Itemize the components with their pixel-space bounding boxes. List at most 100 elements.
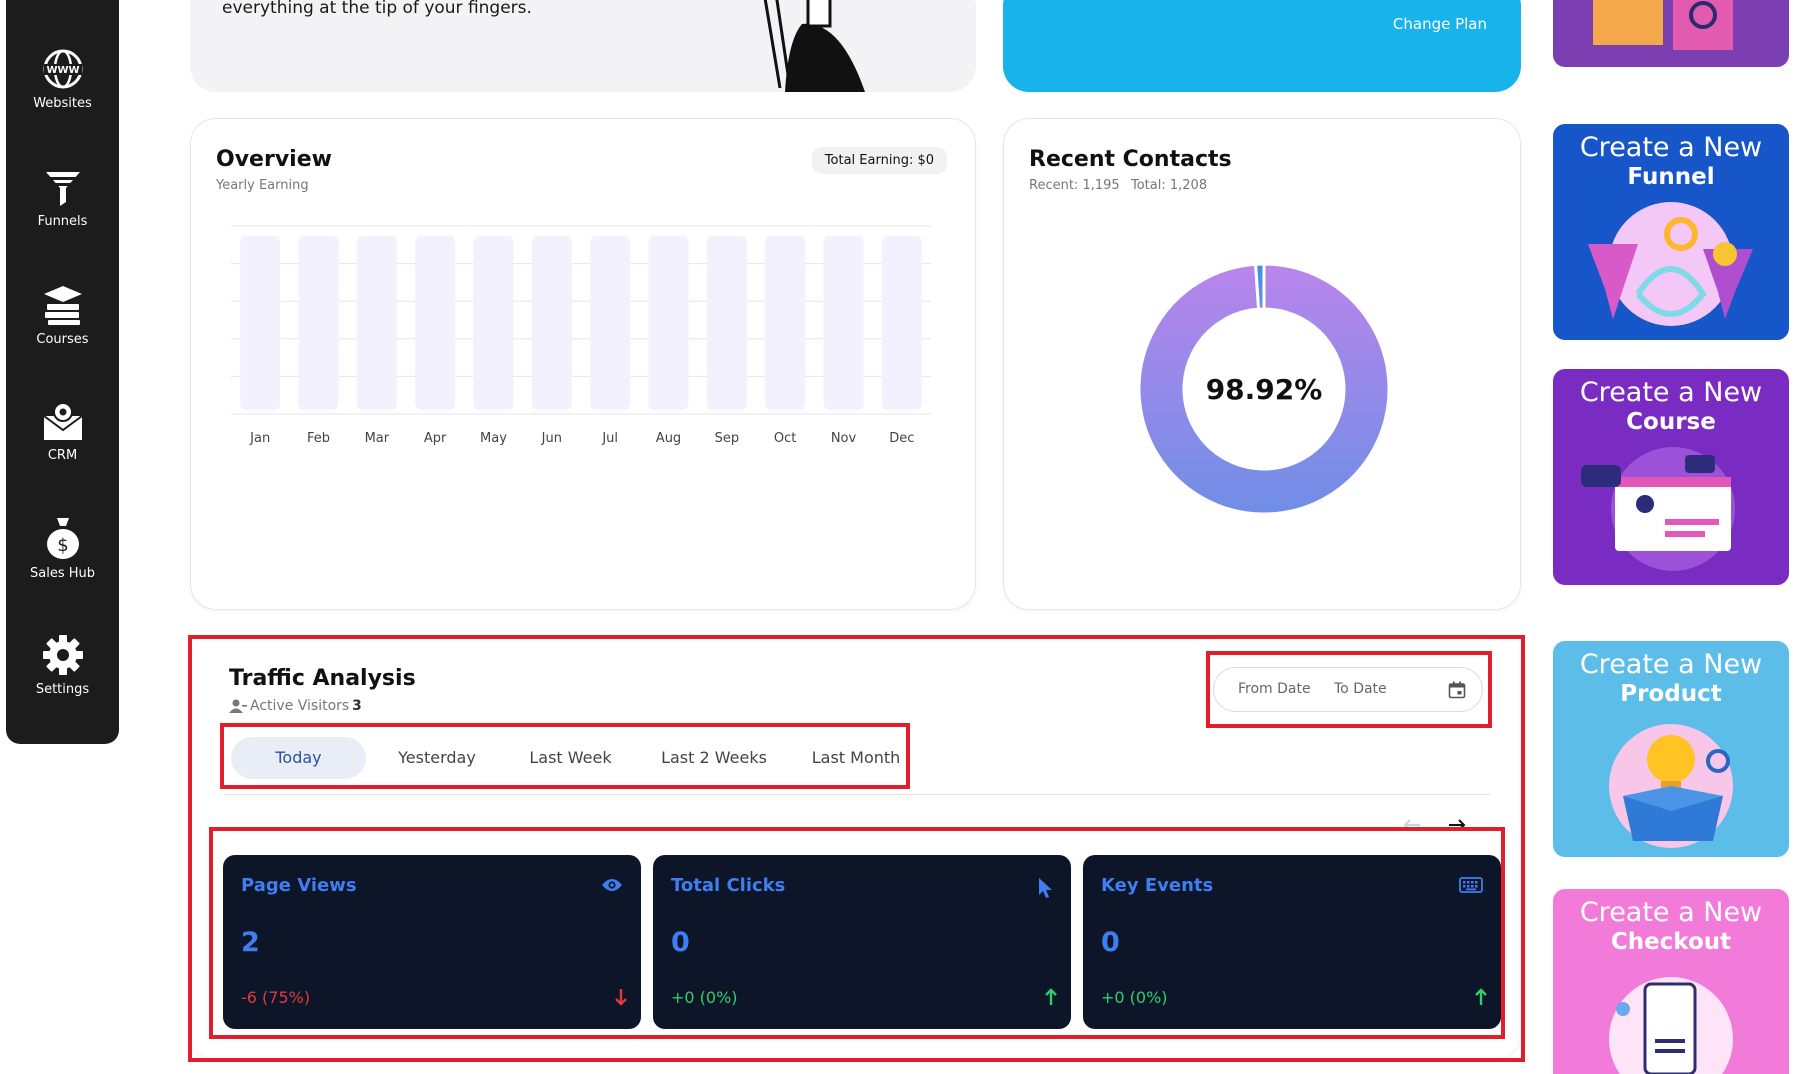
stat-delta: +0 (0%) — [671, 988, 738, 1007]
tab-yesterday[interactable]: Yesterday — [398, 748, 476, 767]
tab-last-2-weeks[interactable]: Last 2 Weeks — [661, 748, 767, 767]
recent-count: Recent: 1,195 — [1029, 178, 1120, 193]
sidebar-item-crm[interactable]: CRM — [6, 400, 119, 463]
keyboard-icon — [1459, 877, 1483, 893]
bar-track-jan — [240, 236, 281, 410]
calendar-icon[interactable] — [1448, 681, 1466, 699]
donut-slice-recent[interactable] — [1137, 262, 1391, 516]
product-illustration — [1609, 724, 1733, 848]
x-tick-label: Mar — [365, 431, 390, 446]
user-icon — [229, 699, 247, 713]
x-tick-label: Jan — [249, 431, 270, 446]
stat-delta: +0 (0%) — [1101, 988, 1168, 1007]
tab-today[interactable]: Today — [231, 737, 366, 779]
sidebar-item-label: CRM — [47, 448, 78, 463]
svg-text:$: $ — [57, 535, 68, 556]
checkout-illustration — [1609, 977, 1733, 1074]
bar-track-dec — [881, 236, 922, 410]
gear-icon — [42, 635, 83, 675]
create-course-tile[interactable]: Create a New Course — [1553, 369, 1789, 585]
arrow-up-icon — [1475, 988, 1487, 1005]
bar-track-may — [473, 236, 514, 410]
recent-contacts-card: Recent Contacts Recent: 1,195 Total: 1,2… — [1003, 118, 1521, 610]
welcome-banner: everything at the tip of your fingers. — [190, 0, 976, 92]
stats-highlight — [209, 827, 1505, 1039]
sidebar-item-courses[interactable]: Courses — [6, 284, 119, 347]
promo-line1: Create a New — [1579, 377, 1763, 408]
promo-illustration — [1593, 0, 1733, 50]
stat-title: Page Views — [241, 875, 357, 896]
course-illustration — [1581, 447, 1735, 571]
promo-line2: Funnel — [1627, 164, 1715, 190]
funnel-icon — [43, 172, 82, 206]
x-tick-label: Feb — [307, 431, 330, 446]
date-picker-highlight — [1206, 651, 1492, 728]
stat-value: 2 — [241, 927, 260, 958]
promo-line1: Create a New — [1579, 897, 1763, 928]
tab-last-month[interactable]: Last Month — [811, 748, 901, 767]
sidebar-item-label: Sales Hub — [30, 566, 95, 581]
promo-line2: Product — [1620, 681, 1722, 707]
sidebar-item-sales-hub[interactable]: $ Sales Hub — [6, 516, 119, 581]
tab-last-week[interactable]: Last Week — [529, 748, 612, 767]
x-tick-label: Oct — [774, 431, 796, 446]
sidebar-item-settings[interactable]: Settings — [6, 634, 119, 697]
sidebar: WWW Websites Funnels Courses CRM — [6, 0, 119, 744]
promo-line1: Create a New — [1579, 132, 1763, 163]
overview-card: Overview Yearly Earning Total Earning: $… — [190, 118, 976, 610]
stat-delta: -6 (75%) — [241, 988, 311, 1007]
eye-icon — [602, 879, 622, 891]
bar-track-oct — [765, 236, 806, 410]
total-clicks-card: Total Clicks 0 +0 (0%) — [653, 855, 1071, 1029]
sidebar-item-websites[interactable]: WWW Websites — [6, 48, 119, 111]
x-tick-label: May — [480, 431, 507, 446]
welcome-tagline: everything at the tip of your fingers. — [222, 0, 532, 18]
bar-track-sep — [706, 236, 747, 410]
stat-value: 0 — [1101, 927, 1120, 958]
overview-title: Overview — [216, 147, 332, 172]
sidebar-item-label: Funnels — [37, 214, 88, 229]
funnel-illustration — [1588, 202, 1753, 326]
bar-track-feb — [298, 236, 339, 410]
recent-contacts-title: Recent Contacts — [1029, 147, 1232, 172]
create-checkout-tile[interactable]: Create a New Checkout — [1553, 889, 1789, 1074]
cursor-icon — [1039, 878, 1052, 898]
donut-slice-other[interactable] — [1253, 262, 1266, 311]
money-bag-icon: $ — [46, 518, 79, 559]
bar-track-mar — [356, 236, 397, 410]
x-tick-label: Dec — [889, 431, 914, 446]
to-date-input[interactable]: To Date — [1334, 681, 1387, 697]
create-funnel-tile[interactable]: Create a New Funnel — [1553, 124, 1789, 340]
envelope-gear-icon — [42, 402, 83, 440]
svg-text:WWW: WWW — [46, 65, 79, 76]
stat-value: 0 — [671, 927, 690, 958]
sidebar-item-label: Courses — [36, 332, 89, 347]
total-earning-badge: Total Earning: $0 — [811, 147, 947, 174]
contacts-donut-chart: 98.92% — [1137, 262, 1391, 516]
create-product-tile[interactable]: Create a New Product — [1553, 641, 1789, 857]
x-tick-label: Apr — [424, 431, 447, 446]
globe-www-icon: WWW — [43, 49, 82, 89]
active-visitors-count: 3 — [352, 698, 362, 714]
yearly-earning-chart: Jan Feb Mar Apr May Jun Jul Aug Sep Oct Nov Dec — [231, 225, 931, 446]
page-views-card: Page Views 2 -6 (75%) — [223, 855, 641, 1029]
tabs-divider — [224, 794, 1490, 795]
bar-track-nov — [823, 236, 864, 410]
traffic-section-highlight — [188, 635, 1525, 1062]
x-tick-label: Nov — [831, 431, 857, 446]
from-date-input[interactable]: From Date — [1238, 681, 1311, 697]
sidebar-item-label: Settings — [35, 682, 90, 697]
stat-title: Total Clicks — [671, 875, 786, 896]
sidebar-item-label: Websites — [33, 96, 92, 111]
change-plan-button[interactable]: Change Plan — [1392, 15, 1487, 33]
arrow-down-icon — [615, 989, 627, 1006]
promo-line2: Course — [1626, 409, 1716, 435]
person-illustration — [763, 0, 865, 92]
traffic-title: Traffic Analysis — [229, 666, 416, 691]
books-stack-icon — [43, 286, 82, 325]
promo-tile-top[interactable] — [1553, 0, 1789, 67]
sidebar-item-funnels[interactable]: Funnels — [6, 166, 119, 229]
x-tick-label: Jun — [541, 431, 562, 446]
date-range-picker[interactable]: From Date To Date — [1213, 667, 1483, 712]
donut-center-label: 98.92% — [1206, 373, 1323, 406]
